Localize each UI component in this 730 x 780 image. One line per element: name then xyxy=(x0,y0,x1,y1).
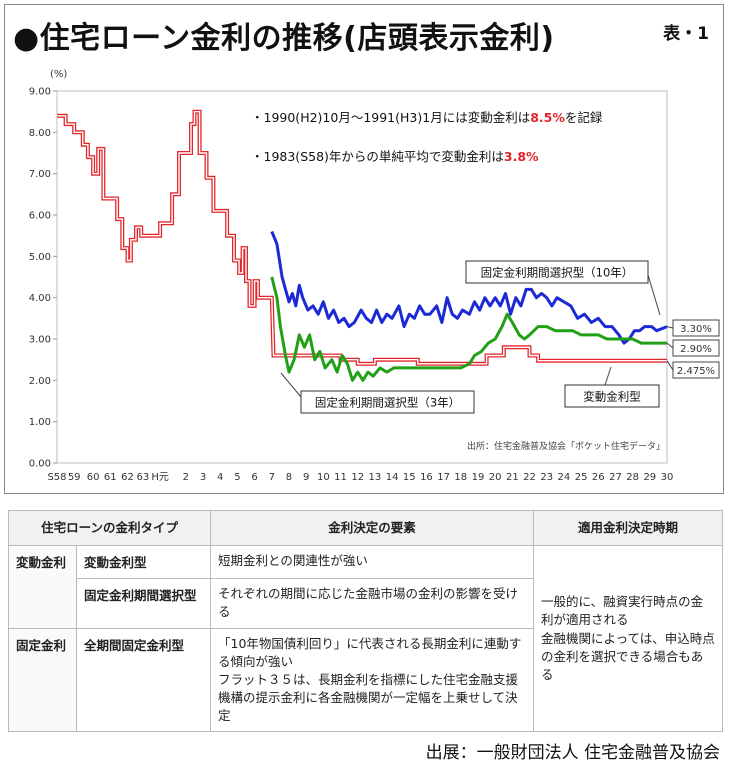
y-tick-label: 9.00 xyxy=(29,87,51,98)
y-tick-label: 3.00 xyxy=(29,335,51,346)
end-label-leader xyxy=(666,360,674,371)
callout-fixed-10y-label: 固定金利期間選択型（10年） xyxy=(481,266,634,280)
end-label-leader xyxy=(666,326,674,329)
x-tick-label: 24 xyxy=(558,472,571,483)
x-tick-label: 27 xyxy=(609,472,622,483)
x-tick-label: 17 xyxy=(437,472,450,483)
x-tick-label: 23 xyxy=(540,472,553,483)
x-tick-label: 3 xyxy=(200,472,206,483)
x-tick-label: 4 xyxy=(217,472,223,483)
x-tick-label: 26 xyxy=(592,472,605,483)
y-tick-label: 6.00 xyxy=(29,211,51,222)
end-label-box xyxy=(672,361,720,379)
category-fixed: 固定金利 xyxy=(8,627,77,733)
end-label-box xyxy=(672,319,720,337)
y-tick-label: 8.00 xyxy=(29,128,51,139)
x-tick-label: 7 xyxy=(269,472,275,483)
y-tick-label: 5.00 xyxy=(29,252,51,263)
callout-variable-leader xyxy=(604,366,612,386)
chart-source-note: 出所：住宅金融普及協会「ポケット住宅データ」 xyxy=(467,440,665,452)
end-label-box xyxy=(672,339,720,357)
end-value-label: 2.90% xyxy=(680,344,712,355)
y-tick-label: 1.00 xyxy=(29,417,51,428)
x-tick-label: 8 xyxy=(286,472,292,483)
x-tick-label: 30 xyxy=(661,472,674,483)
x-tick-label: 29 xyxy=(643,472,656,483)
table-number: 表・1 xyxy=(663,24,709,44)
header-rate-type: 住宅ローンの金利タイプ xyxy=(7,509,212,547)
chart-title: ●住宅ローン金利の推移(店頭表示金利) xyxy=(13,21,555,56)
annotation-peak: ・1990(H2)10月〜1991(H3)1月には変動金利は8.5%を記録 xyxy=(251,110,603,125)
y-axis-unit: (%) xyxy=(50,69,67,80)
annotation-peak-text: ・1990(H2)10月〜1991(H3)1月には変動金利は xyxy=(251,110,530,125)
timing-cell: 一般的に、融資実行時点の金利が適用される 金融機関によっては、申込時点の金利を選… xyxy=(533,545,724,733)
x-tick-label: 20 xyxy=(489,472,502,483)
callout-fixed-3y-box xyxy=(300,390,475,414)
x-tick-label: 10 xyxy=(317,472,330,483)
callout-variable-label: 変動金利型 xyxy=(583,390,641,404)
x-tick-label: 16 xyxy=(420,472,433,483)
x-tick-label: 19 xyxy=(472,472,485,483)
rate-type-table: 住宅ローンの金利タイプ 金利決定の要素 適用金利決定時期 変動金利 変動金利型 … xyxy=(7,509,724,733)
y-tick-label: 0.00 xyxy=(29,459,51,470)
factor-variable: 短期金利との関連性が強い xyxy=(210,545,535,580)
x-tick-label: 13 xyxy=(369,472,382,483)
table-row: 変動金利 変動金利型 短期金利との関連性が強い 一般的に、融資実行時点の金利が適… xyxy=(8,545,724,733)
x-tick-label: 59 xyxy=(68,472,81,483)
timing-text: 一般的に、融資実行時点の金利が適用される 金融機関によっては、申込時点の金利を選… xyxy=(541,594,715,682)
x-tick-label: 28 xyxy=(626,472,639,483)
x-tick-label: 61 xyxy=(104,472,117,483)
x-tick-label: 62 xyxy=(121,472,134,483)
series-line-variable-inner xyxy=(57,111,667,365)
end-value-label: 3.30% xyxy=(680,324,712,335)
type-variable: 変動金利型 xyxy=(75,545,212,580)
callout-fixed-3y-leader xyxy=(280,372,302,398)
callout-variable-box xyxy=(564,384,660,408)
header-timing: 適用金利決定時期 xyxy=(533,509,724,547)
x-tick-label: 60 xyxy=(87,472,100,483)
x-tick-label: 14 xyxy=(386,472,399,483)
x-tick-label: S58 xyxy=(47,472,66,483)
annotation-peak-suffix: を記録 xyxy=(565,110,603,125)
y-tick-label: 2.00 xyxy=(29,376,51,387)
end-label-leader xyxy=(666,342,674,349)
chart-panel: (%) 0.00 1.00 2.00 3.00 4.00 5.00 6.00 7.00 8.00 9… xyxy=(4,4,724,494)
series-line-fixed-10y xyxy=(270,230,668,345)
x-tick-label: 2 xyxy=(183,472,189,483)
annotation-average-text: ・1983(S58)年からの単純平均で変動金利は xyxy=(251,149,504,164)
category-variable: 変動金利 xyxy=(8,545,77,629)
factor-period-selection: それぞれの期間に応じた金融市場の金利の影響を受ける xyxy=(210,578,535,629)
y-tick-label: 4.00 xyxy=(29,293,51,304)
x-tick-label: H元 xyxy=(151,472,169,483)
x-tick-label: 12 xyxy=(351,472,364,483)
type-period-selection: 固定金利期間選択型 xyxy=(75,578,212,629)
x-tick-label: 21 xyxy=(506,472,519,483)
x-tick-label: 25 xyxy=(575,472,588,483)
series-line-fixed-3y xyxy=(270,276,667,382)
x-tick-label: 63 xyxy=(137,472,150,483)
x-tick-label: 22 xyxy=(523,472,536,483)
annotation-average: ・1983(S58)年からの単純平均で変動金利は3.8% xyxy=(251,149,539,164)
table-header-row: 住宅ローンの金利タイプ 金利決定の要素 適用金利決定時期 xyxy=(7,509,724,547)
annotation-average-highlight: 3.8% xyxy=(504,149,539,164)
table-row: 固定金利期間選択型 それぞれの期間に応じた金融市場の金利の影響を受ける xyxy=(9,578,723,629)
source-credit: 出展：一般財団法人 住宅金融普及協会 xyxy=(425,743,720,763)
rate-chart: (%) 0.00 1.00 2.00 3.00 4.00 5.00 6.00 7.00 8.00 9… xyxy=(29,69,720,483)
y-tick-label: 7.00 xyxy=(29,169,51,180)
header-factor: 金利決定の要素 xyxy=(210,509,535,547)
annotation-peak-highlight: 8.5% xyxy=(530,110,565,125)
callout-fixed-10y-box xyxy=(465,260,649,284)
x-tick-label: 15 xyxy=(403,472,416,483)
callout-fixed-3y-label: 固定金利期間選択型（3年） xyxy=(315,396,460,410)
table-row: 固定金利 全期間固定金利型 「10年物国債利回り」に代表される長期金利に連動する… xyxy=(8,627,723,733)
factor-full-fixed: 「10年物国債利回り」に代表される長期金利に連動する傾向が強い フラット３５は、… xyxy=(210,627,535,733)
type-full-fixed: 全期間固定金利型 xyxy=(75,627,212,733)
x-tick-label: 9 xyxy=(303,472,309,483)
end-value-label: 2.475% xyxy=(677,366,715,377)
x-tick-label: 6 xyxy=(251,472,257,483)
x-tick-label: 18 xyxy=(454,472,467,483)
x-tick-label: 11 xyxy=(334,472,347,483)
callout-fixed-10y-leader xyxy=(647,274,661,316)
x-tick-label: 5 xyxy=(234,472,240,483)
